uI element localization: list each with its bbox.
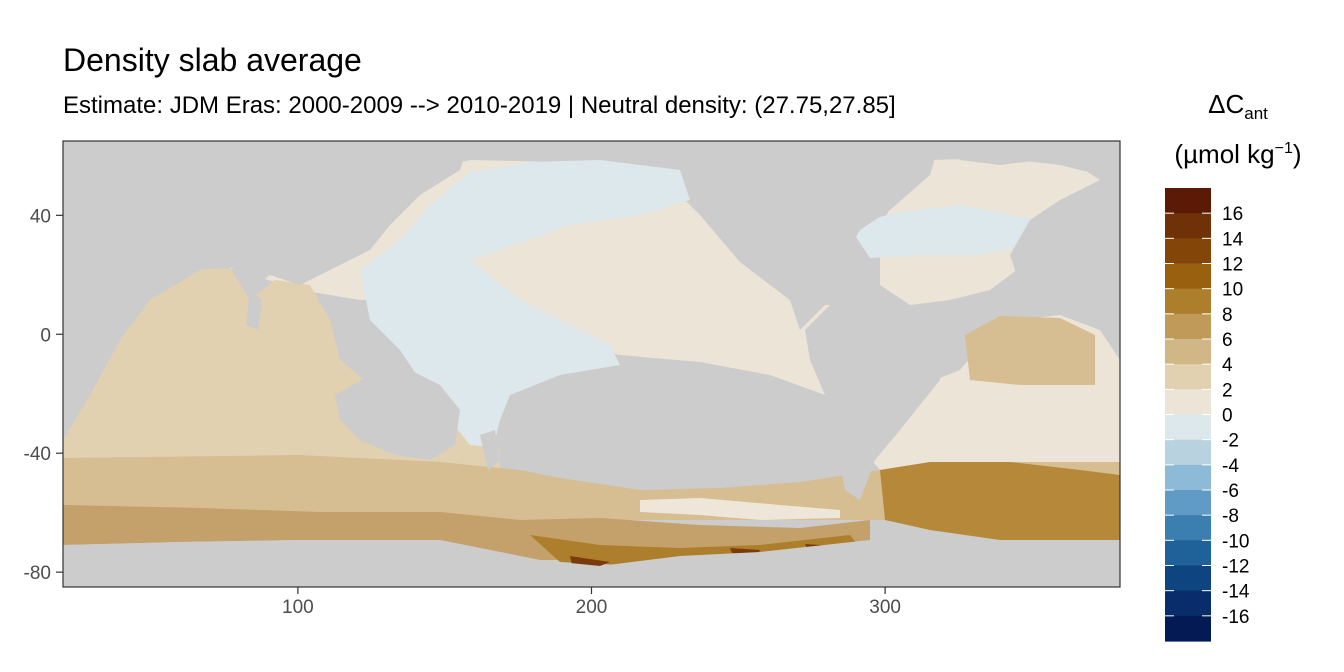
legend-label: 2 — [1222, 380, 1233, 401]
y-tick-label: -80 — [24, 563, 51, 584]
chart-subtitle: Estimate: JDM Eras: 2000-2009 --> 2010-2… — [63, 92, 896, 119]
legend-label: 14 — [1222, 229, 1244, 250]
legend-label: 0 — [1222, 406, 1233, 427]
legend: 16 14 12 10 8 6 4 2 0 -2 -4 -6 -8 -10 -12 -14 -16 ΔCant (µ… — [1165, 89, 1302, 642]
chart-title: Density slab average — [63, 42, 362, 78]
legend-swatch — [1165, 339, 1211, 365]
legend-swatch — [1165, 515, 1211, 541]
land-madagascar — [246, 290, 262, 330]
land-new-zealand — [480, 430, 500, 470]
ocean-region-ross-sea-pale — [640, 498, 840, 520]
land-asia — [200, 141, 470, 290]
legend-label: 4 — [1222, 355, 1233, 376]
legend-label: -12 — [1222, 557, 1249, 578]
ocean-region-antarctic-deep — [530, 535, 860, 565]
land-europe-africa-east — [1010, 141, 1120, 330]
legend-swatch — [1165, 439, 1211, 466]
land-australia — [335, 370, 460, 460]
land-antarctica — [63, 540, 1120, 587]
legend-swatch — [1165, 364, 1211, 390]
legend-swatch — [1165, 389, 1211, 416]
legend-label: 6 — [1222, 330, 1233, 351]
y-tick-label: 0 — [40, 325, 51, 346]
legend-label: -4 — [1222, 456, 1239, 477]
land-greenland — [940, 141, 1050, 165]
legend-swatch — [1165, 288, 1211, 315]
legend-swatch — [1165, 590, 1211, 617]
y-tick-label: -40 — [24, 444, 51, 465]
legend-swatch — [1165, 188, 1211, 214]
legend-swatch — [1165, 464, 1211, 491]
ocean-region-north-atlantic-cool — [848, 205, 1040, 258]
ocean-region-south-atlantic-north — [965, 316, 1095, 385]
x-tick-label: 200 — [576, 597, 608, 618]
land-south-america — [805, 305, 940, 500]
map-panel — [63, 141, 1120, 587]
legend-unit: (µmol kg−1) — [1174, 139, 1301, 169]
legend-label: -14 — [1222, 582, 1250, 603]
legend-label: -16 — [1222, 607, 1249, 628]
legend-swatch — [1165, 490, 1211, 516]
legend-label: 8 — [1222, 305, 1233, 326]
legend-swatch — [1165, 213, 1211, 239]
legend-swatch — [1165, 263, 1211, 290]
legend-label: -6 — [1222, 481, 1239, 502]
ocean-region-southern-band — [63, 455, 1120, 520]
legend-swatch — [1165, 414, 1211, 441]
legend-swatch — [1165, 540, 1211, 567]
legend-label: -8 — [1222, 506, 1239, 527]
legend-swatch — [1165, 238, 1211, 265]
land-north-america — [680, 141, 940, 300]
ocean-region-south-atlantic-band — [880, 462, 1120, 540]
ocean-region-antarctic-margin — [63, 505, 870, 560]
legend-label: 16 — [1222, 204, 1243, 225]
land-africa — [63, 141, 230, 405]
y-tick-label: 40 — [30, 206, 51, 227]
legend-label: -2 — [1222, 431, 1239, 452]
legend-label: -10 — [1222, 531, 1249, 552]
x-tick-label: 100 — [282, 597, 314, 618]
legend-swatch — [1165, 565, 1211, 592]
legend-label: 10 — [1222, 280, 1243, 301]
legend-label: 12 — [1222, 255, 1243, 276]
legend-swatch — [1165, 313, 1211, 340]
legend-swatch — [1165, 615, 1211, 642]
ocean-region-southern-ocean-deep — [570, 544, 835, 566]
land-layer — [63, 141, 1120, 587]
x-tick-label: 300 — [869, 597, 901, 618]
legend-title: ΔCant — [1208, 89, 1268, 123]
